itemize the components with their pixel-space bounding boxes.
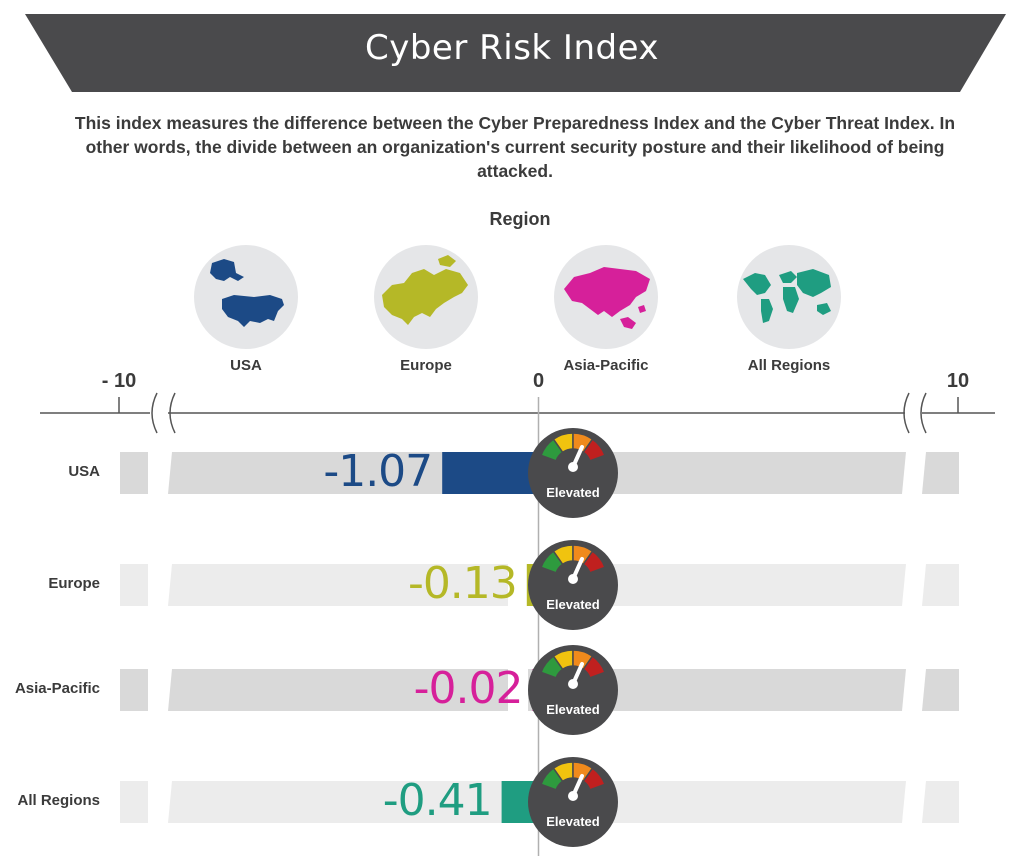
gauge-hub (568, 679, 578, 689)
gauge-hub (568, 574, 578, 584)
track-right (528, 669, 906, 711)
value-bar (442, 452, 539, 494)
axis-tick-label-1: 0 (532, 370, 545, 392)
track-right-stub (922, 452, 959, 494)
banner-shape (25, 14, 1006, 92)
europe-map-icon (374, 245, 478, 349)
value-label: -0.41 (382, 775, 493, 826)
region-label-europe: Europe (400, 357, 452, 374)
region-label-asia-pacific: Asia-Pacific (563, 357, 649, 374)
track-left-stub (120, 669, 148, 711)
axis-break-left-b (169, 392, 176, 434)
value-label: -0.13 (407, 558, 518, 609)
track-left-stub (120, 452, 148, 494)
gauge-label: Elevated (546, 702, 600, 717)
gauge-label: Elevated (546, 814, 600, 829)
track-right (528, 452, 906, 494)
track-right-stub (922, 781, 959, 823)
track-left (168, 669, 508, 711)
track-right (528, 781, 906, 823)
description-text: This index measures the difference betwe… (74, 113, 956, 181)
gauge-label: Elevated (546, 597, 600, 612)
asia-pacific-map-icon (554, 245, 658, 349)
region-heading: Region (489, 209, 551, 229)
gauge-segment (582, 655, 606, 679)
gauge-segment (582, 767, 606, 791)
gauge-label: Elevated (546, 485, 600, 500)
title-banner: Cyber Risk Index (0, 0, 1024, 100)
track-right-stub (922, 564, 959, 606)
usa-map-icon (194, 245, 298, 349)
axis-break-left-a (151, 392, 158, 434)
gauge-hub (568, 791, 578, 801)
row-label: All Regions (17, 792, 100, 809)
axis-break-right-a (903, 392, 910, 434)
value-label: -0.02 (413, 663, 524, 714)
region-label-all-regions: All Regions (747, 357, 831, 374)
axis-tick-label-2: 10 (946, 370, 970, 392)
gauge-hub (568, 462, 578, 472)
track-left (168, 781, 508, 823)
value-label: -1.07 (323, 446, 433, 497)
axis-tick-label-0: - 10 (101, 370, 137, 392)
gauge-segment (582, 550, 606, 574)
track-left-stub (120, 564, 148, 606)
row-label: Europe (48, 575, 100, 592)
track-left (168, 452, 508, 494)
region-label-usa: USA (230, 357, 262, 374)
track-right-stub (922, 669, 959, 711)
track-right (528, 564, 906, 606)
world-map-icon (737, 245, 841, 349)
gauge-segment (582, 438, 606, 462)
row-label: USA (68, 463, 100, 480)
axis-break-right-b (920, 392, 927, 434)
page-title: Cyber Risk Index (364, 28, 660, 68)
track-left-stub (120, 781, 148, 823)
row-label: Asia-Pacific (14, 680, 100, 697)
track-left (168, 564, 508, 606)
